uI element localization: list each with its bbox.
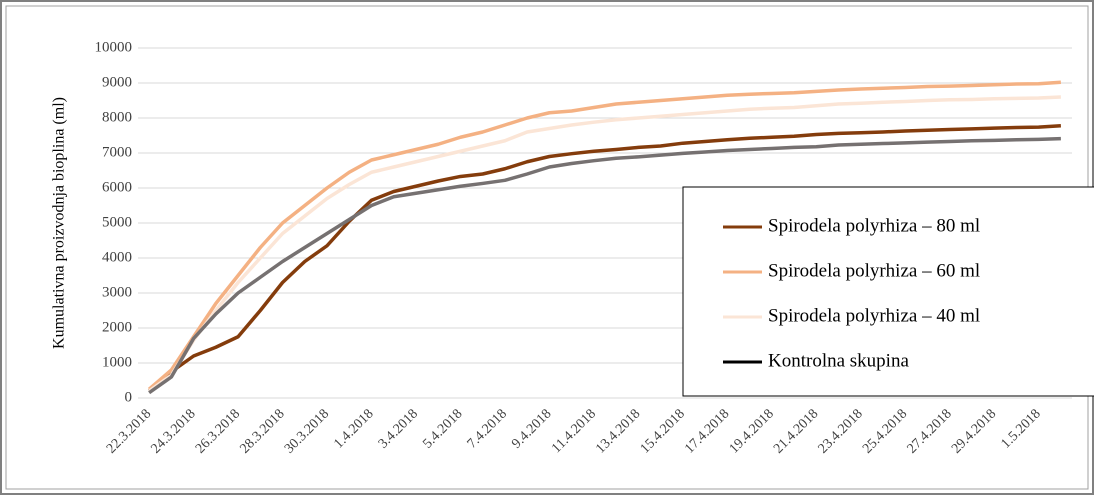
x-tick-label: 21.4.2018 xyxy=(771,406,821,456)
legend-label: Kontrolna skupina xyxy=(768,350,909,371)
y-tick-label: 10000 xyxy=(95,39,133,55)
y-tick-label: 3000 xyxy=(102,284,132,300)
x-tick-label: 22.3.2018 xyxy=(104,406,154,456)
y-tick-label: 7000 xyxy=(102,144,132,160)
series-line xyxy=(148,95,1061,393)
series-line xyxy=(148,136,1061,395)
legend-label: Spirodela polyrhiza – 60 ml xyxy=(768,260,980,281)
x-tick-label: 17.4.2018 xyxy=(682,406,732,456)
y-tick-label: 0 xyxy=(125,389,133,405)
legend-label: Spirodela polyrhiza – 40 ml xyxy=(768,305,980,326)
x-tick-label: 28.3.2018 xyxy=(237,406,287,456)
x-tick-label: 27.4.2018 xyxy=(905,406,955,456)
x-tick-label: 7.4.2018 xyxy=(465,406,510,451)
x-tick-label: 3.4.2018 xyxy=(376,406,421,451)
y-tick-label: 4000 xyxy=(102,249,132,265)
series-line xyxy=(147,80,1061,391)
y-tick-label: 9000 xyxy=(102,74,132,90)
x-tick-label: 26.3.2018 xyxy=(193,406,243,456)
y-tick-label: 6000 xyxy=(102,179,132,195)
y-tick-label: 5000 xyxy=(102,214,132,230)
y-tick-label: 1000 xyxy=(102,354,132,370)
x-tick-label: 25.4.2018 xyxy=(860,406,910,456)
x-tick-label: 19.4.2018 xyxy=(727,406,777,456)
x-tick-label: 29.4.2018 xyxy=(949,406,999,456)
x-tick-label: 1.4.2018 xyxy=(331,406,376,451)
x-tick-label: 15.4.2018 xyxy=(638,406,688,456)
y-tick-label: 8000 xyxy=(102,109,132,125)
x-tick-label: 11.4.2018 xyxy=(549,406,599,456)
x-tick-label: 30.3.2018 xyxy=(282,406,332,456)
y-tick-label: 2000 xyxy=(102,319,132,335)
y-axis-label: Kumulativna proizvodnja bioplina (ml) xyxy=(51,97,68,349)
x-tick-label: 24.3.2018 xyxy=(148,406,198,456)
series-line xyxy=(147,123,1061,393)
x-tick-label: 1.5.2018 xyxy=(998,406,1043,451)
x-tick-label: 5.4.2018 xyxy=(420,406,465,451)
x-tick-label: 9.4.2018 xyxy=(509,406,554,451)
x-tick-label: 23.4.2018 xyxy=(816,406,866,456)
x-tick-label: 13.4.2018 xyxy=(593,406,643,456)
legend-label: Spirodela polyrhiza – 80 ml xyxy=(768,215,980,236)
